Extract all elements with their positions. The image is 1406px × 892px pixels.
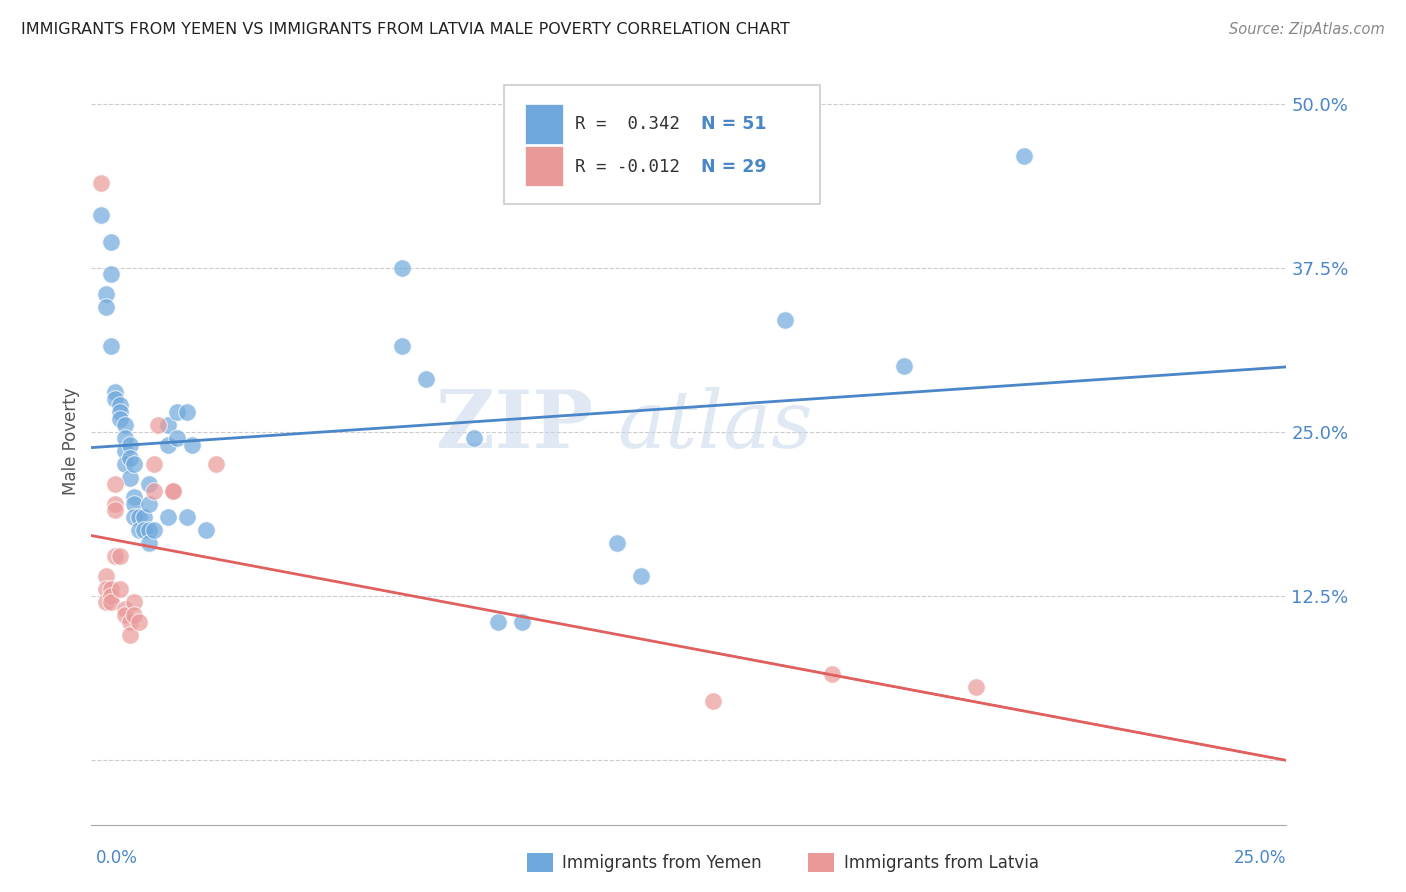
- Point: [180, 438, 202, 452]
- Point: [166, 431, 188, 445]
- Point: [124, 608, 146, 623]
- Point: [156, 510, 179, 524]
- Point: [114, 418, 136, 433]
- Point: [176, 405, 198, 419]
- Point: [124, 490, 146, 504]
- Text: N = 51: N = 51: [700, 115, 766, 133]
- Point: [124, 510, 146, 524]
- Point: [104, 549, 127, 564]
- Point: [128, 510, 150, 524]
- Point: [415, 372, 437, 386]
- Point: [138, 497, 160, 511]
- Point: [204, 458, 226, 472]
- Point: [108, 399, 131, 413]
- Point: [104, 385, 127, 400]
- Point: [118, 615, 141, 629]
- Point: [132, 510, 155, 524]
- Point: [118, 450, 141, 465]
- Point: [114, 601, 136, 615]
- Point: [391, 339, 413, 353]
- Point: [156, 418, 179, 433]
- Text: 25.0%: 25.0%: [1234, 849, 1286, 867]
- Point: [463, 431, 485, 445]
- Point: [118, 438, 141, 452]
- Point: [108, 582, 131, 596]
- Text: Immigrants from Latvia: Immigrants from Latvia: [844, 854, 1039, 871]
- Y-axis label: Male Poverty: Male Poverty: [62, 388, 80, 495]
- Point: [821, 667, 844, 681]
- Point: [114, 608, 136, 623]
- Point: [128, 615, 150, 629]
- Point: [156, 438, 179, 452]
- Point: [104, 503, 127, 517]
- Point: [510, 615, 533, 629]
- Point: [124, 458, 146, 472]
- Text: ZIP: ZIP: [436, 387, 593, 466]
- Point: [773, 313, 796, 327]
- Point: [108, 549, 131, 564]
- Point: [142, 483, 165, 498]
- Point: [128, 523, 150, 537]
- Point: [1012, 149, 1035, 163]
- Point: [162, 483, 184, 498]
- Point: [108, 411, 131, 425]
- Point: [114, 444, 136, 458]
- Point: [142, 458, 165, 472]
- Point: [195, 523, 218, 537]
- Point: [138, 523, 160, 537]
- Text: IMMIGRANTS FROM YEMEN VS IMMIGRANTS FROM LATVIA MALE POVERTY CORRELATION CHART: IMMIGRANTS FROM YEMEN VS IMMIGRANTS FROM…: [21, 22, 790, 37]
- Point: [124, 595, 146, 609]
- Point: [166, 405, 188, 419]
- Text: R = -0.012: R = -0.012: [575, 158, 681, 176]
- Point: [132, 523, 155, 537]
- Point: [94, 582, 117, 596]
- Point: [90, 176, 112, 190]
- Point: [138, 536, 160, 550]
- Point: [104, 477, 127, 491]
- FancyBboxPatch shape: [503, 85, 821, 203]
- Point: [124, 497, 146, 511]
- Point: [100, 235, 122, 249]
- FancyBboxPatch shape: [526, 104, 564, 144]
- Point: [138, 477, 160, 491]
- Point: [606, 536, 628, 550]
- Point: [965, 681, 987, 695]
- Point: [94, 287, 117, 301]
- Point: [118, 628, 141, 642]
- Point: [90, 208, 112, 222]
- FancyBboxPatch shape: [526, 146, 564, 186]
- Point: [94, 569, 117, 583]
- Point: [100, 595, 122, 609]
- Text: Source: ZipAtlas.com: Source: ZipAtlas.com: [1229, 22, 1385, 37]
- Point: [486, 615, 509, 629]
- Point: [176, 510, 198, 524]
- Text: R =  0.342: R = 0.342: [575, 115, 681, 133]
- Point: [100, 339, 122, 353]
- Point: [162, 483, 184, 498]
- Point: [100, 268, 122, 282]
- Point: [114, 431, 136, 445]
- Text: 0.0%: 0.0%: [96, 849, 138, 867]
- Point: [391, 260, 413, 275]
- Point: [630, 569, 652, 583]
- Text: Immigrants from Yemen: Immigrants from Yemen: [562, 854, 762, 871]
- Point: [94, 595, 117, 609]
- Point: [100, 582, 122, 596]
- Point: [100, 589, 122, 603]
- Point: [702, 693, 724, 707]
- Point: [94, 300, 117, 314]
- Point: [893, 359, 915, 373]
- Point: [104, 497, 127, 511]
- Point: [104, 392, 127, 406]
- Text: N = 29: N = 29: [700, 158, 766, 176]
- Point: [142, 523, 165, 537]
- Point: [114, 458, 136, 472]
- Point: [118, 470, 141, 484]
- Point: [108, 405, 131, 419]
- Text: atlas: atlas: [617, 387, 813, 465]
- Point: [148, 418, 170, 433]
